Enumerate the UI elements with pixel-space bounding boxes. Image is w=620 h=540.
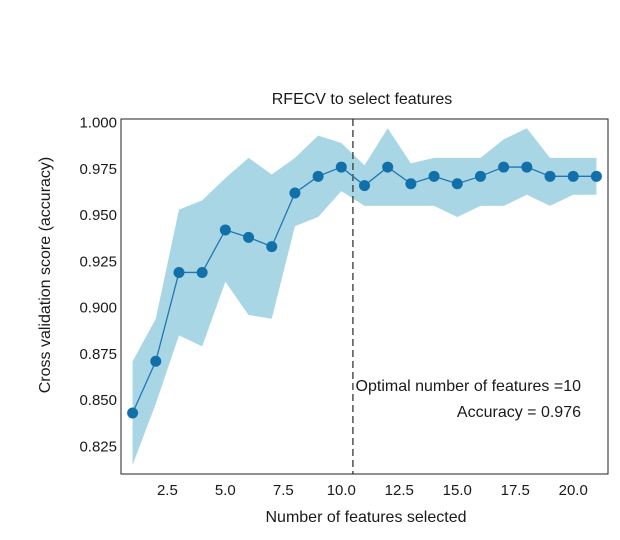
y-tick-label: 0.825 bbox=[79, 438, 117, 455]
y-tick-label: 0.975 bbox=[79, 161, 117, 178]
y-tick-label: 0.950 bbox=[79, 207, 117, 224]
score-point bbox=[382, 161, 394, 173]
score-point bbox=[312, 170, 324, 182]
score-point bbox=[474, 170, 486, 182]
confidence-band bbox=[132, 128, 597, 465]
x-axis-title: Number of features selected bbox=[266, 509, 467, 526]
x-tick-label: 2.5 bbox=[157, 482, 178, 499]
score-point bbox=[196, 266, 208, 278]
x-tick-label: 5.0 bbox=[215, 482, 236, 499]
score-point bbox=[289, 187, 301, 199]
score-point bbox=[451, 178, 463, 190]
score-points-layer bbox=[127, 161, 602, 419]
y-tick-label: 0.900 bbox=[79, 300, 117, 317]
y-axis-ticks: 0.825 0.850 0.875 0.900 0.925 0.950 0.975 1.000 bbox=[79, 115, 117, 456]
optimal-features-annotation: Optimal number of features =10 bbox=[356, 378, 582, 395]
score-point bbox=[173, 266, 185, 278]
y-tick-label: 0.850 bbox=[79, 392, 117, 409]
score-point bbox=[219, 224, 231, 236]
y-tick-label: 1.000 bbox=[79, 115, 117, 132]
score-point bbox=[567, 170, 579, 182]
chart-title: RFECV to select features bbox=[272, 91, 453, 108]
y-axis-title: Cross validation score (accuracy) bbox=[37, 157, 54, 394]
score-point bbox=[521, 161, 533, 173]
score-point bbox=[243, 231, 255, 243]
x-tick-label: 17.5 bbox=[501, 482, 530, 499]
score-point bbox=[405, 178, 417, 190]
x-axis-ticks: 2.5 5.0 7.5 10.0 12.5 15.0 17.5 20.0 bbox=[157, 482, 588, 499]
accuracy-annotation: Accuracy = 0.976 bbox=[457, 404, 581, 421]
score-point bbox=[544, 170, 556, 182]
score-point bbox=[590, 170, 602, 182]
x-tick-label: 15.0 bbox=[443, 482, 472, 499]
x-tick-label: 20.0 bbox=[559, 482, 588, 499]
x-tick-label: 10.0 bbox=[327, 482, 356, 499]
plot-frame bbox=[120, 118, 609, 475]
score-point bbox=[150, 355, 162, 367]
y-tick-label: 0.925 bbox=[79, 253, 117, 270]
x-tick-label: 7.5 bbox=[273, 482, 294, 499]
score-point bbox=[428, 170, 440, 182]
y-tick-label: 0.875 bbox=[79, 346, 117, 363]
score-point bbox=[266, 241, 278, 253]
score-point bbox=[127, 407, 139, 419]
score-point bbox=[359, 180, 370, 192]
confidence-band-layer bbox=[132, 128, 597, 465]
score-point bbox=[498, 161, 510, 173]
x-tick-label: 12.5 bbox=[385, 482, 414, 499]
score-point bbox=[335, 161, 347, 173]
